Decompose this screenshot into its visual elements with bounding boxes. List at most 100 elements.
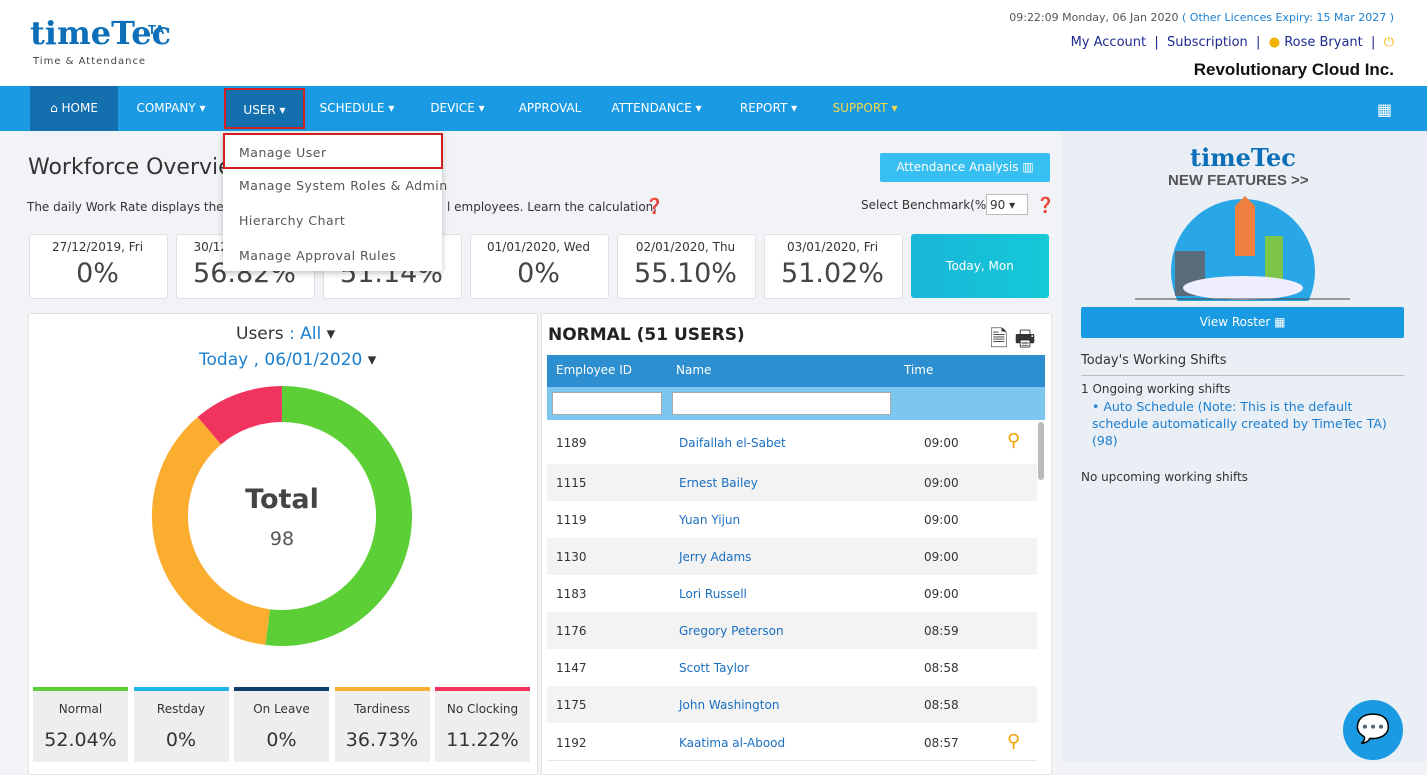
cell-id: 1175 — [556, 697, 587, 712]
legend-value: 11.22% — [446, 729, 519, 751]
select-value: 90 — [990, 198, 1006, 212]
cell-name[interactable]: John Washington — [679, 697, 780, 712]
timestamp: 09:22:09 Monday, 06 Jan 2020 ( Other Lic… — [1009, 11, 1394, 24]
overview-title: Workforce Overview — [28, 155, 250, 180]
shift-item[interactable]: • Auto Schedule (Note: This is the defau… — [1092, 399, 1387, 448]
shift-text: Auto Schedule (Note: This is the default… — [1092, 399, 1387, 448]
cell-time: 09:00 — [924, 549, 959, 564]
table-header — [547, 355, 1045, 387]
donut-center-value: 98 — [270, 528, 294, 550]
dropdown-item[interactable]: Manage System Roles & Admin — [239, 178, 448, 193]
table-title: NORMAL (51 USERS) — [548, 325, 745, 345]
dropdown-item[interactable]: Hierarchy Chart — [239, 213, 346, 228]
apps-icon[interactable]: ▦ — [1377, 100, 1393, 119]
help-icon[interactable]: ❓ — [1036, 196, 1055, 214]
table-row[interactable] — [547, 649, 1037, 687]
date: Today , 06/01/2020 — [199, 350, 363, 370]
legend-box — [234, 687, 329, 762]
button-label: View Roster — [1199, 315, 1271, 329]
cell-name[interactable]: Scott Taylor — [679, 660, 750, 675]
legend-box — [334, 687, 430, 762]
legend-box — [33, 687, 128, 762]
chat-bubble[interactable]: 💬 — [1343, 700, 1403, 760]
legend-box — [435, 687, 530, 762]
cell-id: 1147 — [556, 660, 587, 675]
location-pin[interactable]: ⚲ — [1007, 430, 1021, 451]
cell-id: 1176 — [556, 623, 587, 638]
cell-name[interactable]: Daifallah el-Sabet — [679, 436, 786, 450]
id-filter[interactable] — [552, 392, 662, 415]
legend-box — [133, 687, 229, 762]
nav-item[interactable]: COMPANY ▾ — [136, 101, 206, 115]
analysis-button[interactable]: Attendance Analysis ▥ — [880, 153, 1050, 182]
day-date: 03/01/2020, Fri — [786, 240, 879, 254]
header — [0, 0, 1427, 86]
nav-item[interactable]: REPORT ▾ — [739, 101, 798, 115]
licence: ( Other Licences Expiry: 15 Mar 2027 ) — [1182, 11, 1394, 24]
table-row[interactable] — [547, 686, 1037, 724]
name-filter[interactable] — [672, 392, 891, 415]
table-row[interactable] — [547, 538, 1037, 576]
cell-name[interactable]: Jerry Adams — [679, 549, 752, 564]
features[interactable]: NEW FEATURES >> — [1168, 172, 1309, 189]
today-card[interactable]: Today, Mon — [911, 234, 1049, 298]
table-actions[interactable]: 🗎 🖶 — [990, 327, 1036, 352]
day-rate: 0% — [517, 258, 560, 289]
link[interactable]: Subscription — [1167, 35, 1248, 50]
day-date: 01/01/2020, Wed — [487, 240, 590, 254]
nav-label: REPORT — [739, 101, 788, 115]
filter-value[interactable]: : All — [289, 324, 322, 344]
location-pin[interactable]: ⚲ — [1007, 731, 1021, 752]
dropdown-item[interactable]: Manage User — [223, 133, 443, 169]
benchmark-select[interactable]: 90 ▾ — [986, 194, 1028, 215]
cell-name[interactable]: Ernest Bailey — [679, 475, 758, 490]
cell-id: 1115 — [556, 475, 587, 490]
dropdown-item[interactable]: Manage Approval Rules — [239, 248, 397, 263]
cell-name[interactable]: Yuan Yijun — [679, 512, 741, 527]
day-date: 27/12/2019, Fri — [51, 240, 144, 254]
benchmark-label: Select Benchmark(%) — [861, 198, 991, 212]
nav-label: USER — [243, 103, 276, 117]
cell-time: 09:00 — [924, 586, 959, 601]
table-row[interactable] — [547, 422, 1037, 465]
date-filter[interactable]: Today , 06/01/2020 ▾ — [199, 350, 377, 370]
cell-time: 08:58 — [924, 697, 959, 712]
nav-label: SCHEDULE — [319, 101, 385, 115]
nav-label: ATTENDANCE — [611, 101, 692, 115]
nav-item[interactable]: SCHEDULE ▾ — [319, 101, 395, 115]
cell-time: 09:00 — [924, 475, 959, 490]
nav-item[interactable]: ATTENDANCE ▾ — [611, 101, 702, 115]
cell-time: 09:00 — [924, 512, 959, 527]
cell-name[interactable]: Kaatima al-Abood — [679, 735, 786, 750]
table-row[interactable] — [547, 612, 1037, 650]
link[interactable]: Rose Bryant — [1284, 35, 1363, 50]
table-row[interactable] — [547, 501, 1037, 539]
nav-item[interactable]: DEVICE ▾ — [430, 101, 485, 115]
day-card — [764, 234, 903, 299]
nav-item[interactable]: USER ▾ — [224, 88, 305, 129]
scrollbar[interactable] — [1038, 422, 1044, 480]
logo-sub: Time & Attendance — [33, 56, 147, 67]
link[interactable]: My Account — [1070, 35, 1147, 50]
nav-item[interactable]: APPROVAL — [506, 86, 594, 131]
nav-item[interactable]: ⌂ HOME — [30, 86, 118, 131]
table-row[interactable] — [547, 464, 1037, 502]
day-card — [617, 234, 756, 299]
roster-button[interactable]: View Roster ▦ — [1081, 307, 1404, 338]
legend-name: Restday — [156, 702, 206, 716]
cell-time: 09:00 — [924, 436, 959, 450]
donut-center-title: Total — [245, 484, 319, 515]
cell-name[interactable]: Lori Russell — [679, 586, 747, 601]
cell-time: 08:59 — [924, 623, 959, 638]
day-rate: 55.10% — [634, 258, 737, 289]
table-row[interactable] — [547, 723, 1037, 761]
upcoming: No upcoming working shifts — [1081, 470, 1248, 484]
table-row[interactable] — [547, 575, 1037, 613]
illustration — [1135, 196, 1350, 301]
day-date: 02/01/2020, Thu — [635, 240, 736, 254]
nav-item[interactable]: SUPPORT ▾ — [832, 101, 898, 115]
help-icon[interactable]: ❓ — [645, 197, 664, 215]
users-filter: Users : All ▾ — [236, 324, 336, 344]
cell-id: 1119 — [556, 512, 587, 527]
cell-name[interactable]: Gregory Peterson — [679, 623, 784, 638]
